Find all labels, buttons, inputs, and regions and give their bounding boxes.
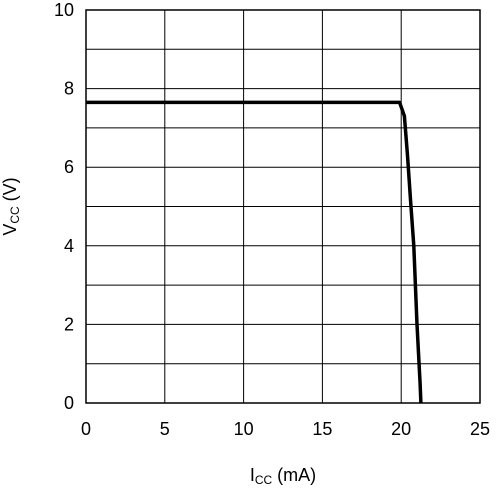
x-axis-label-unit: (mA) — [272, 465, 316, 485]
y-tick-label: 8 — [64, 79, 74, 99]
x-tick-labels: 0 5 10 15 20 25 — [81, 419, 490, 439]
x-tick-label: 25 — [470, 419, 490, 439]
y-tick-label: 10 — [54, 0, 74, 20]
y-axis-label-main: V — [0, 224, 20, 236]
y-tick-label: 4 — [64, 236, 74, 256]
x-axis-label-subscript: CC — [255, 473, 273, 487]
x-tick-label: 15 — [312, 419, 332, 439]
plot-frame — [85, 9, 481, 404]
x-tick-label: 5 — [160, 419, 170, 439]
series-group — [86, 100, 423, 404]
x-axis-label: ICC (mA) — [250, 465, 316, 487]
y-tick-labels: 0 2 4 6 8 10 — [54, 0, 74, 413]
y-axis-label-unit: (V) — [0, 177, 20, 206]
x-axis-label-main: I — [250, 465, 255, 485]
x-tick-label: 10 — [234, 419, 254, 439]
x-tick-label: 20 — [391, 419, 411, 439]
y-axis-label: VCC (V) — [0, 177, 22, 235]
series-line — [86, 100, 423, 404]
y-axis-label-subscript: CC — [8, 206, 22, 224]
grid-lines — [85, 9, 481, 404]
x-tick-label: 0 — [81, 419, 91, 439]
y-tick-label: 0 — [64, 393, 74, 413]
y-tick-label: 2 — [64, 314, 74, 334]
y-tick-label: 6 — [64, 157, 74, 177]
